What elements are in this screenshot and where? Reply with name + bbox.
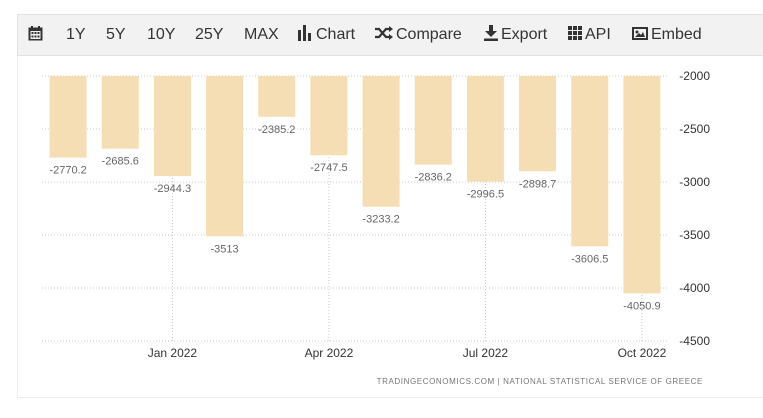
- api-button[interactable]: API: [568, 15, 611, 55]
- x-tick-label: Jul 2022: [463, 346, 509, 360]
- calendar-button[interactable]: [28, 15, 43, 55]
- bar-data-label: -2685.6: [102, 156, 139, 168]
- bar: [258, 76, 296, 117]
- y-tick-label: -3000: [679, 175, 710, 189]
- x-tick-label: Oct 2022: [618, 346, 667, 360]
- bar-data-label: -4050.9: [623, 300, 660, 312]
- bar-data-label: -2996.5: [467, 189, 504, 201]
- export-button[interactable]: Export: [484, 15, 547, 55]
- y-tick-label: -2500: [679, 122, 710, 136]
- bar: [466, 76, 504, 182]
- chart-toolbar: 1Y 5Y 10Y 25Y MAX Chart Compare Export A…: [17, 14, 763, 56]
- x-tick-label: Jan 2022: [148, 346, 198, 360]
- bar-data-label: -2770.2: [49, 165, 86, 177]
- range-5y-button[interactable]: 5Y: [106, 26, 126, 43]
- range-25y-button[interactable]: 25Y: [195, 26, 224, 43]
- compare-button[interactable]: Compare: [375, 15, 462, 55]
- y-tick-label: -2000: [679, 69, 710, 83]
- bar: [101, 76, 139, 149]
- api-label: API: [585, 26, 611, 43]
- bar-data-label: -3233.2: [362, 214, 399, 226]
- embed-label: Embed: [651, 26, 702, 43]
- embed-button[interactable]: Embed: [632, 15, 702, 55]
- range-10y-button[interactable]: 10Y: [147, 26, 176, 43]
- shuffle-icon: [375, 26, 393, 41]
- bar-data-label: -2385.2: [258, 124, 295, 136]
- bar: [153, 76, 191, 177]
- chart-type-button[interactable]: Chart: [298, 15, 355, 55]
- bar: [310, 76, 348, 156]
- bar-data-label: -2898.7: [519, 178, 556, 190]
- y-tick-label: -4000: [679, 281, 710, 295]
- image-icon: [632, 26, 648, 40]
- bar: [519, 76, 557, 172]
- y-tick-label: -3500: [679, 228, 710, 242]
- range-1y-button[interactable]: 1Y: [66, 26, 86, 43]
- bar-data-label: -2944.3: [154, 183, 191, 195]
- bar: [571, 76, 609, 247]
- bar: [362, 76, 400, 207]
- bar-data-label: -2836.2: [415, 172, 452, 184]
- plot-area-frame: [17, 56, 763, 398]
- x-tick-label: Apr 2022: [305, 346, 354, 360]
- bar: [206, 76, 244, 237]
- bar: [49, 76, 87, 158]
- bar-data-label: -3513: [211, 243, 239, 255]
- download-icon: [484, 25, 498, 42]
- export-label: Export: [501, 26, 548, 43]
- range-max-button[interactable]: MAX: [244, 26, 279, 43]
- calendar-icon: [28, 25, 43, 41]
- bar: [414, 76, 452, 165]
- bar-data-label: -2747.5: [310, 162, 347, 174]
- compare-label: Compare: [396, 26, 462, 43]
- y-tick-label: -4500: [679, 334, 710, 348]
- grid-icon: [568, 26, 582, 41]
- chart-label: Chart: [316, 26, 356, 43]
- source-credit: TRADINGECONOMICS.COM | NATIONAL STATISTI…: [376, 377, 703, 386]
- bar-chart-icon: [298, 25, 311, 42]
- bar-data-label: -3606.5: [571, 253, 608, 265]
- bar: [623, 76, 661, 294]
